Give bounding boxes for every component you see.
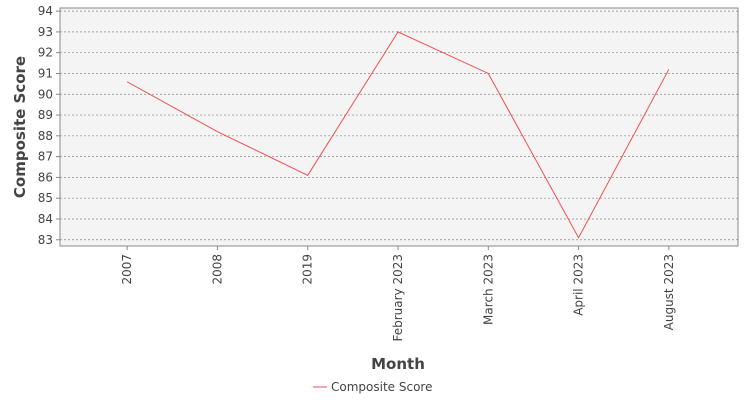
y-tick-label: 88 xyxy=(38,129,53,143)
x-tick-label: 2008 xyxy=(210,254,224,285)
y-tick-label: 90 xyxy=(38,87,53,101)
x-tick-label: April 2023 xyxy=(572,254,586,316)
y-tick-label: 91 xyxy=(38,66,53,80)
x-tick-label: August 2023 xyxy=(662,254,676,330)
y-tick-label: 85 xyxy=(38,191,53,205)
y-tick-label: 94 xyxy=(38,4,53,18)
y-tick-label: 92 xyxy=(38,46,53,60)
x-axis-title: Month xyxy=(371,355,425,373)
y-tick-label: 87 xyxy=(38,150,53,164)
x-tick-label: March 2023 xyxy=(481,254,495,325)
x-tick-label: 2019 xyxy=(301,254,315,285)
y-tick-label: 86 xyxy=(38,170,53,184)
y-tick-label: 93 xyxy=(38,25,53,39)
x-tick-label: 2007 xyxy=(120,254,134,285)
y-tick-label: 83 xyxy=(38,233,53,247)
series-line xyxy=(126,31,670,239)
x-tick-label: February 2023 xyxy=(391,254,405,342)
legend-label: Composite Score xyxy=(331,380,432,394)
y-tick-label: 89 xyxy=(38,108,53,122)
y-axis-title: Composite Score xyxy=(11,56,29,198)
y-tick-label: 84 xyxy=(38,212,53,226)
plot-area xyxy=(59,7,739,247)
